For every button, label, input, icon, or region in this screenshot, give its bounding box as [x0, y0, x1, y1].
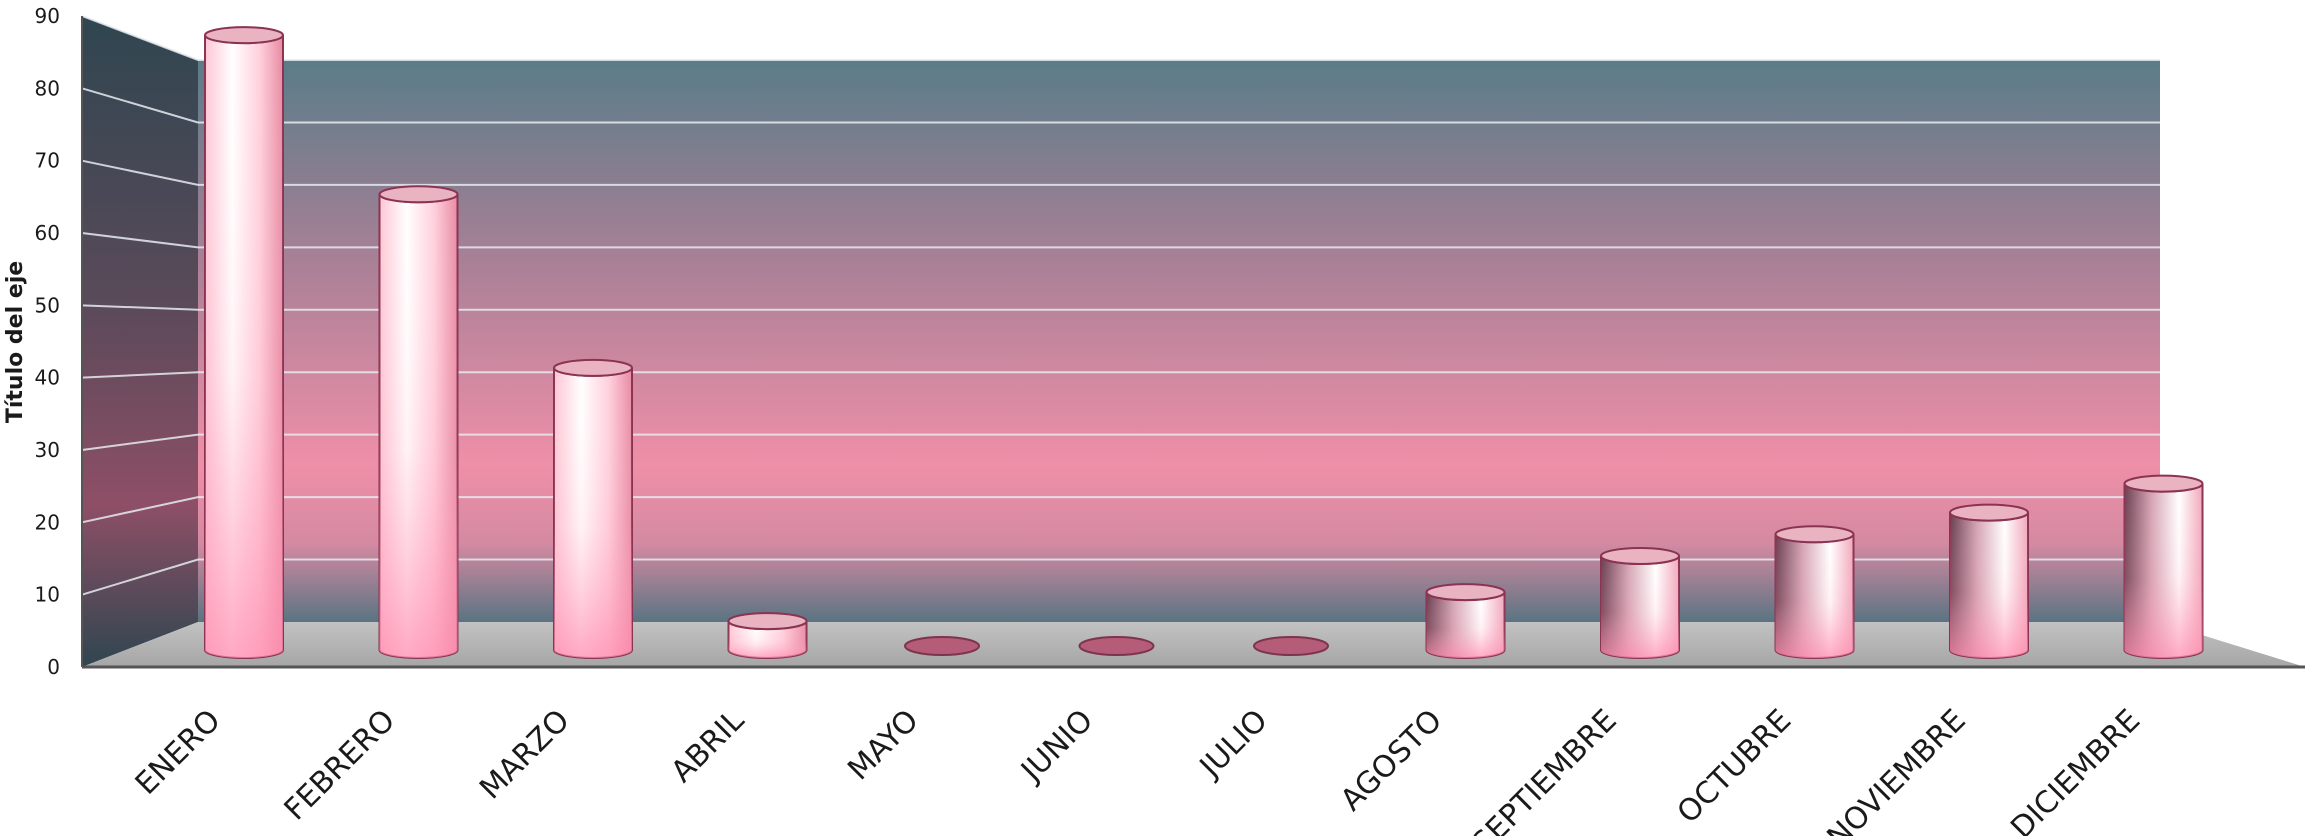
category-label: JULIO: [1192, 703, 1275, 786]
bar-agosto: [1425, 583, 1506, 659]
gridline: [81, 304, 2160, 311]
category-label: SEPTIEMBRE: [1466, 703, 1624, 836]
bar-top: [204, 26, 284, 45]
category-label: NOVIEMBRE: [1821, 703, 1973, 836]
category-label: DICIEMBRE: [2004, 703, 2147, 836]
y-tick-label: 60: [35, 221, 60, 245]
gridline: [81, 15, 2160, 61]
bar-disc: [1253, 636, 1329, 656]
bar-julio: [1253, 636, 1329, 656]
bar-top: [378, 185, 459, 204]
y-tick-label: 40: [35, 366, 60, 390]
bar-abril: [727, 612, 808, 659]
gridline: [81, 159, 2160, 186]
y-tick-label: 0: [47, 655, 60, 679]
bar-marzo: [553, 358, 633, 659]
bar-febrero: [378, 185, 459, 659]
bar-noviembre: [1949, 503, 2029, 659]
gridline: [81, 496, 2160, 524]
y-tick-label: 30: [35, 438, 60, 462]
bar-diciembre: [2123, 474, 2204, 659]
bar-top: [553, 358, 633, 377]
y-tick-label: 90: [35, 4, 60, 28]
category-label: OCTUBRE: [1671, 703, 1798, 830]
category-label: JUNIO: [1013, 703, 1100, 790]
bar-top: [1425, 583, 1506, 602]
y-tick-label: 70: [35, 149, 60, 173]
category-label: ABRIL: [665, 703, 752, 790]
bar-top: [727, 612, 808, 631]
gridline: [81, 371, 2160, 379]
gridline: [81, 232, 2160, 249]
bar-disc: [1078, 636, 1155, 656]
bar-top: [1949, 503, 2029, 522]
back-wall: [198, 60, 2160, 622]
gridline: [81, 87, 2160, 124]
y-tick-label: 80: [35, 76, 60, 100]
y-tick-label: 20: [35, 510, 60, 534]
category-label: FEBRERO: [278, 703, 402, 827]
bar-junio: [1078, 636, 1155, 656]
category-label: MARZO: [473, 703, 577, 807]
y-axis-title: Título del eje: [3, 261, 28, 423]
y-tick-label: 50: [35, 293, 60, 317]
gridline: [81, 558, 2160, 596]
bar-mayo: [904, 636, 980, 656]
bar-top: [1774, 525, 1855, 544]
side-wall: [82, 16, 198, 667]
bar-septiembre: [1600, 546, 1680, 659]
category-label: MAYO: [841, 703, 925, 787]
bar-octubre: [1774, 525, 1855, 659]
floor: [82, 622, 2305, 667]
category-label: AGOSTO: [1334, 703, 1449, 818]
bar-disc: [904, 636, 980, 656]
y-tick-label: 10: [35, 583, 60, 607]
bar-top: [2123, 474, 2204, 493]
bar-top: [1600, 546, 1680, 565]
gridline: [81, 433, 2160, 451]
bar-enero: [204, 26, 284, 659]
category-label: ENERO: [129, 703, 228, 802]
